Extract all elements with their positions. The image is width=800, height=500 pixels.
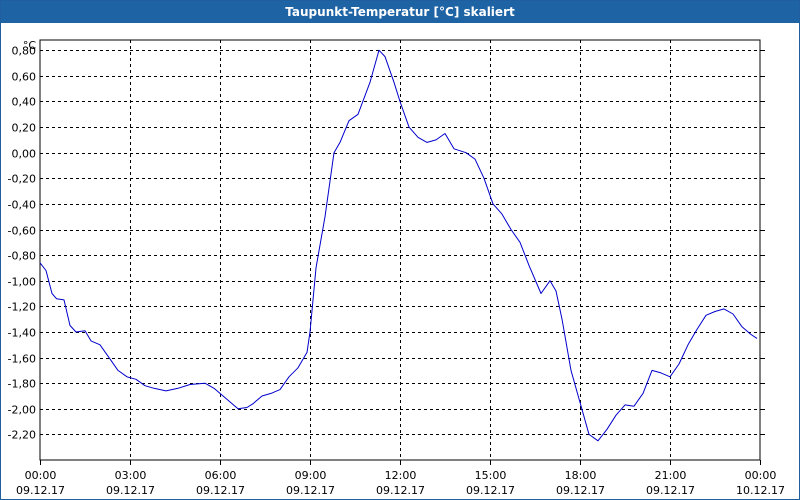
series-line-dewpoint [39,49,758,442]
x-tick-time-label: 12:00 [385,469,417,482]
chart-title: Taupunkt-Temperatur [°C] skaliert [1,1,799,23]
x-tick-time-label: 00:00 [745,469,777,482]
x-tick-date-label: 09.12.17 [16,484,65,497]
x-tick-date-label: 09.12.17 [106,484,155,497]
y-tick-label: -0,20 [8,173,36,186]
x-tick-date-label: 09.12.17 [196,484,245,497]
y-tick-label: -2,20 [8,429,36,442]
grid [40,40,765,465]
y-tick-label: 0,60 [12,71,37,84]
x-tick-time-label: 21:00 [655,469,687,482]
x-tick-date-label: 09.12.17 [466,484,515,497]
x-tick-date-label: 09.12.17 [646,484,695,497]
y-tick-label: 0,00 [12,148,37,161]
y-tick-label: -0,60 [8,225,36,238]
tick-labels: 0,80 0,60 0,40 0,20 0,00 -0,20 -0,40 -0,60 -0,80… [8,45,785,498]
y-tick-label: -2,00 [8,404,36,417]
y-tick-label: -1,00 [8,276,36,289]
x-tick-date-label: 09.12.17 [376,484,425,497]
y-tick-label: -0,40 [8,199,36,212]
series-lines [39,49,758,442]
x-tick-date-label: 09.12.17 [556,484,605,497]
x-tick-time-label: 06:00 [205,469,237,482]
x-tick-time-label: 18:00 [565,469,597,482]
y-tick-label: -1,60 [8,353,36,366]
x-tick-date-label: 10.12.17 [736,484,785,497]
x-tick-time-label: 09:00 [295,469,327,482]
y-tick-label: 0,20 [12,122,37,135]
x-tick-time-label: 15:00 [475,469,507,482]
x-tick-date-label: 09.12.17 [286,484,335,497]
y-tick-label: 0,80 [12,45,37,58]
y-unit-label: °C [23,39,37,52]
y-tick-label: -1,40 [8,327,36,340]
x-tick-time-label: 03:00 [115,469,147,482]
y-tick-label: -1,80 [8,378,36,391]
y-tick-label: 0,40 [12,96,37,109]
y-tick-label: -0,80 [8,250,36,263]
y-tick-label: -1,20 [8,301,36,314]
x-tick-time-label: 00:00 [25,469,57,482]
